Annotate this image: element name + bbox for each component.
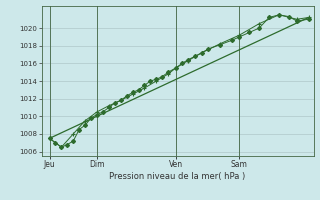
X-axis label: Pression niveau de la mer( hPa ): Pression niveau de la mer( hPa ) [109,172,246,181]
